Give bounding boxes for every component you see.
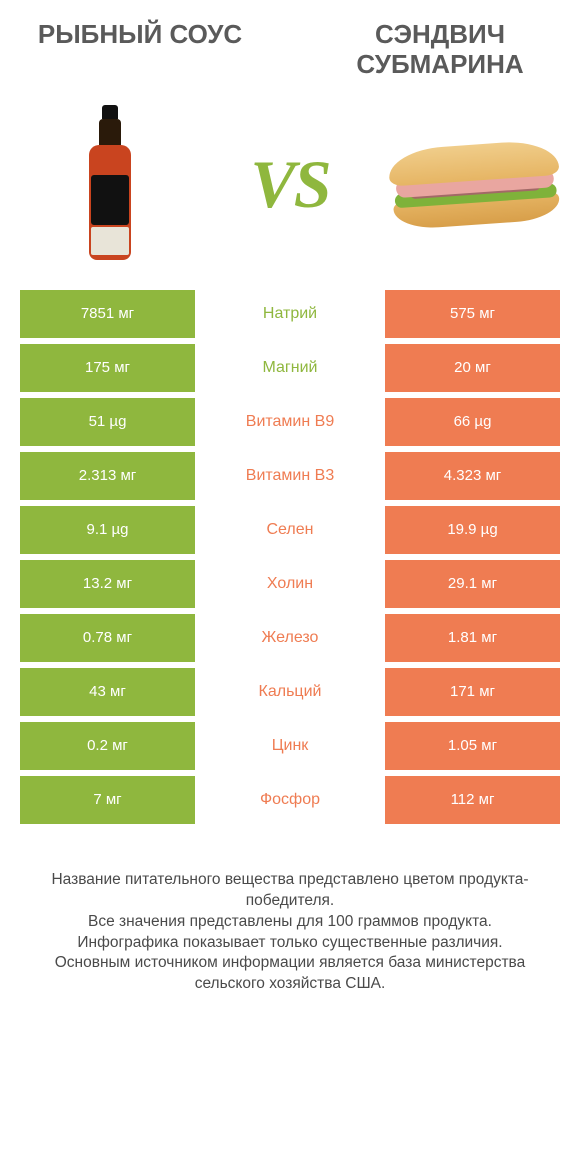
footer-line: Название питательного вещества представл… xyxy=(25,870,555,912)
footer-notes: Название питательного вещества представл… xyxy=(0,830,580,996)
table-row: 0.2 мгЦинк1.05 мг xyxy=(20,722,560,770)
left-product-image xyxy=(30,100,190,270)
right-value: 1.05 мг xyxy=(385,722,560,770)
table-row: 13.2 мгХолин29.1 мг xyxy=(20,560,560,608)
table-row: 7851 мгНатрий575 мг xyxy=(20,290,560,338)
left-value: 7851 мг xyxy=(20,290,195,338)
nutrient-label: Натрий xyxy=(195,290,385,338)
nutrient-label: Магний xyxy=(195,344,385,392)
footer-line: Все значения представлены для 100 граммо… xyxy=(25,912,555,933)
nutrient-label: Витамин B3 xyxy=(195,452,385,500)
table-row: 9.1 µgСелен19.9 µg xyxy=(20,506,560,554)
nutrient-label: Фосфор xyxy=(195,776,385,824)
left-product-title: РЫБНЫЙ СОУС xyxy=(30,20,250,80)
nutrient-label: Железо xyxy=(195,614,385,662)
left-value: 51 µg xyxy=(20,398,195,446)
sandwich-icon xyxy=(387,139,552,230)
table-row: 43 мгКальций171 мг xyxy=(20,668,560,716)
right-value: 575 мг xyxy=(385,290,560,338)
left-value: 175 мг xyxy=(20,344,195,392)
left-value: 13.2 мг xyxy=(20,560,195,608)
right-product-title: СЭНДВИЧ СУБМАРИНА xyxy=(330,20,550,80)
right-value: 171 мг xyxy=(385,668,560,716)
right-value: 66 µg xyxy=(385,398,560,446)
nutrient-label: Цинк xyxy=(195,722,385,770)
table-row: 2.313 мгВитамин B34.323 мг xyxy=(20,452,560,500)
vs-label: VS xyxy=(250,145,329,224)
nutrient-label: Холин xyxy=(195,560,385,608)
right-value: 1.81 мг xyxy=(385,614,560,662)
table-row: 175 мгМагний20 мг xyxy=(20,344,560,392)
nutrient-label: Кальций xyxy=(195,668,385,716)
header: РЫБНЫЙ СОУС СЭНДВИЧ СУБМАРИНА xyxy=(0,0,580,90)
right-value: 4.323 мг xyxy=(385,452,560,500)
nutrient-label: Витамин B9 xyxy=(195,398,385,446)
right-value: 112 мг xyxy=(385,776,560,824)
left-value: 43 мг xyxy=(20,668,195,716)
nutrient-label: Селен xyxy=(195,506,385,554)
table-row: 0.78 мгЖелезо1.81 мг xyxy=(20,614,560,662)
right-product-image xyxy=(390,100,550,270)
right-value: 29.1 мг xyxy=(385,560,560,608)
left-value: 9.1 µg xyxy=(20,506,195,554)
table-row: 51 µgВитамин B966 µg xyxy=(20,398,560,446)
images-row: VS xyxy=(0,90,580,290)
left-value: 2.313 мг xyxy=(20,452,195,500)
right-value: 19.9 µg xyxy=(385,506,560,554)
bottle-icon xyxy=(85,105,135,265)
comparison-table: 7851 мгНатрий575 мг 175 мгМагний20 мг 51 µ… xyxy=(0,290,580,824)
right-value: 20 мг xyxy=(385,344,560,392)
left-value: 0.78 мг xyxy=(20,614,195,662)
left-value: 7 мг xyxy=(20,776,195,824)
footer-line: Основным источником информации является … xyxy=(25,953,555,995)
left-value: 0.2 мг xyxy=(20,722,195,770)
table-row: 7 мгФосфор112 мг xyxy=(20,776,560,824)
footer-line: Инфографика показывает только существенн… xyxy=(25,933,555,954)
